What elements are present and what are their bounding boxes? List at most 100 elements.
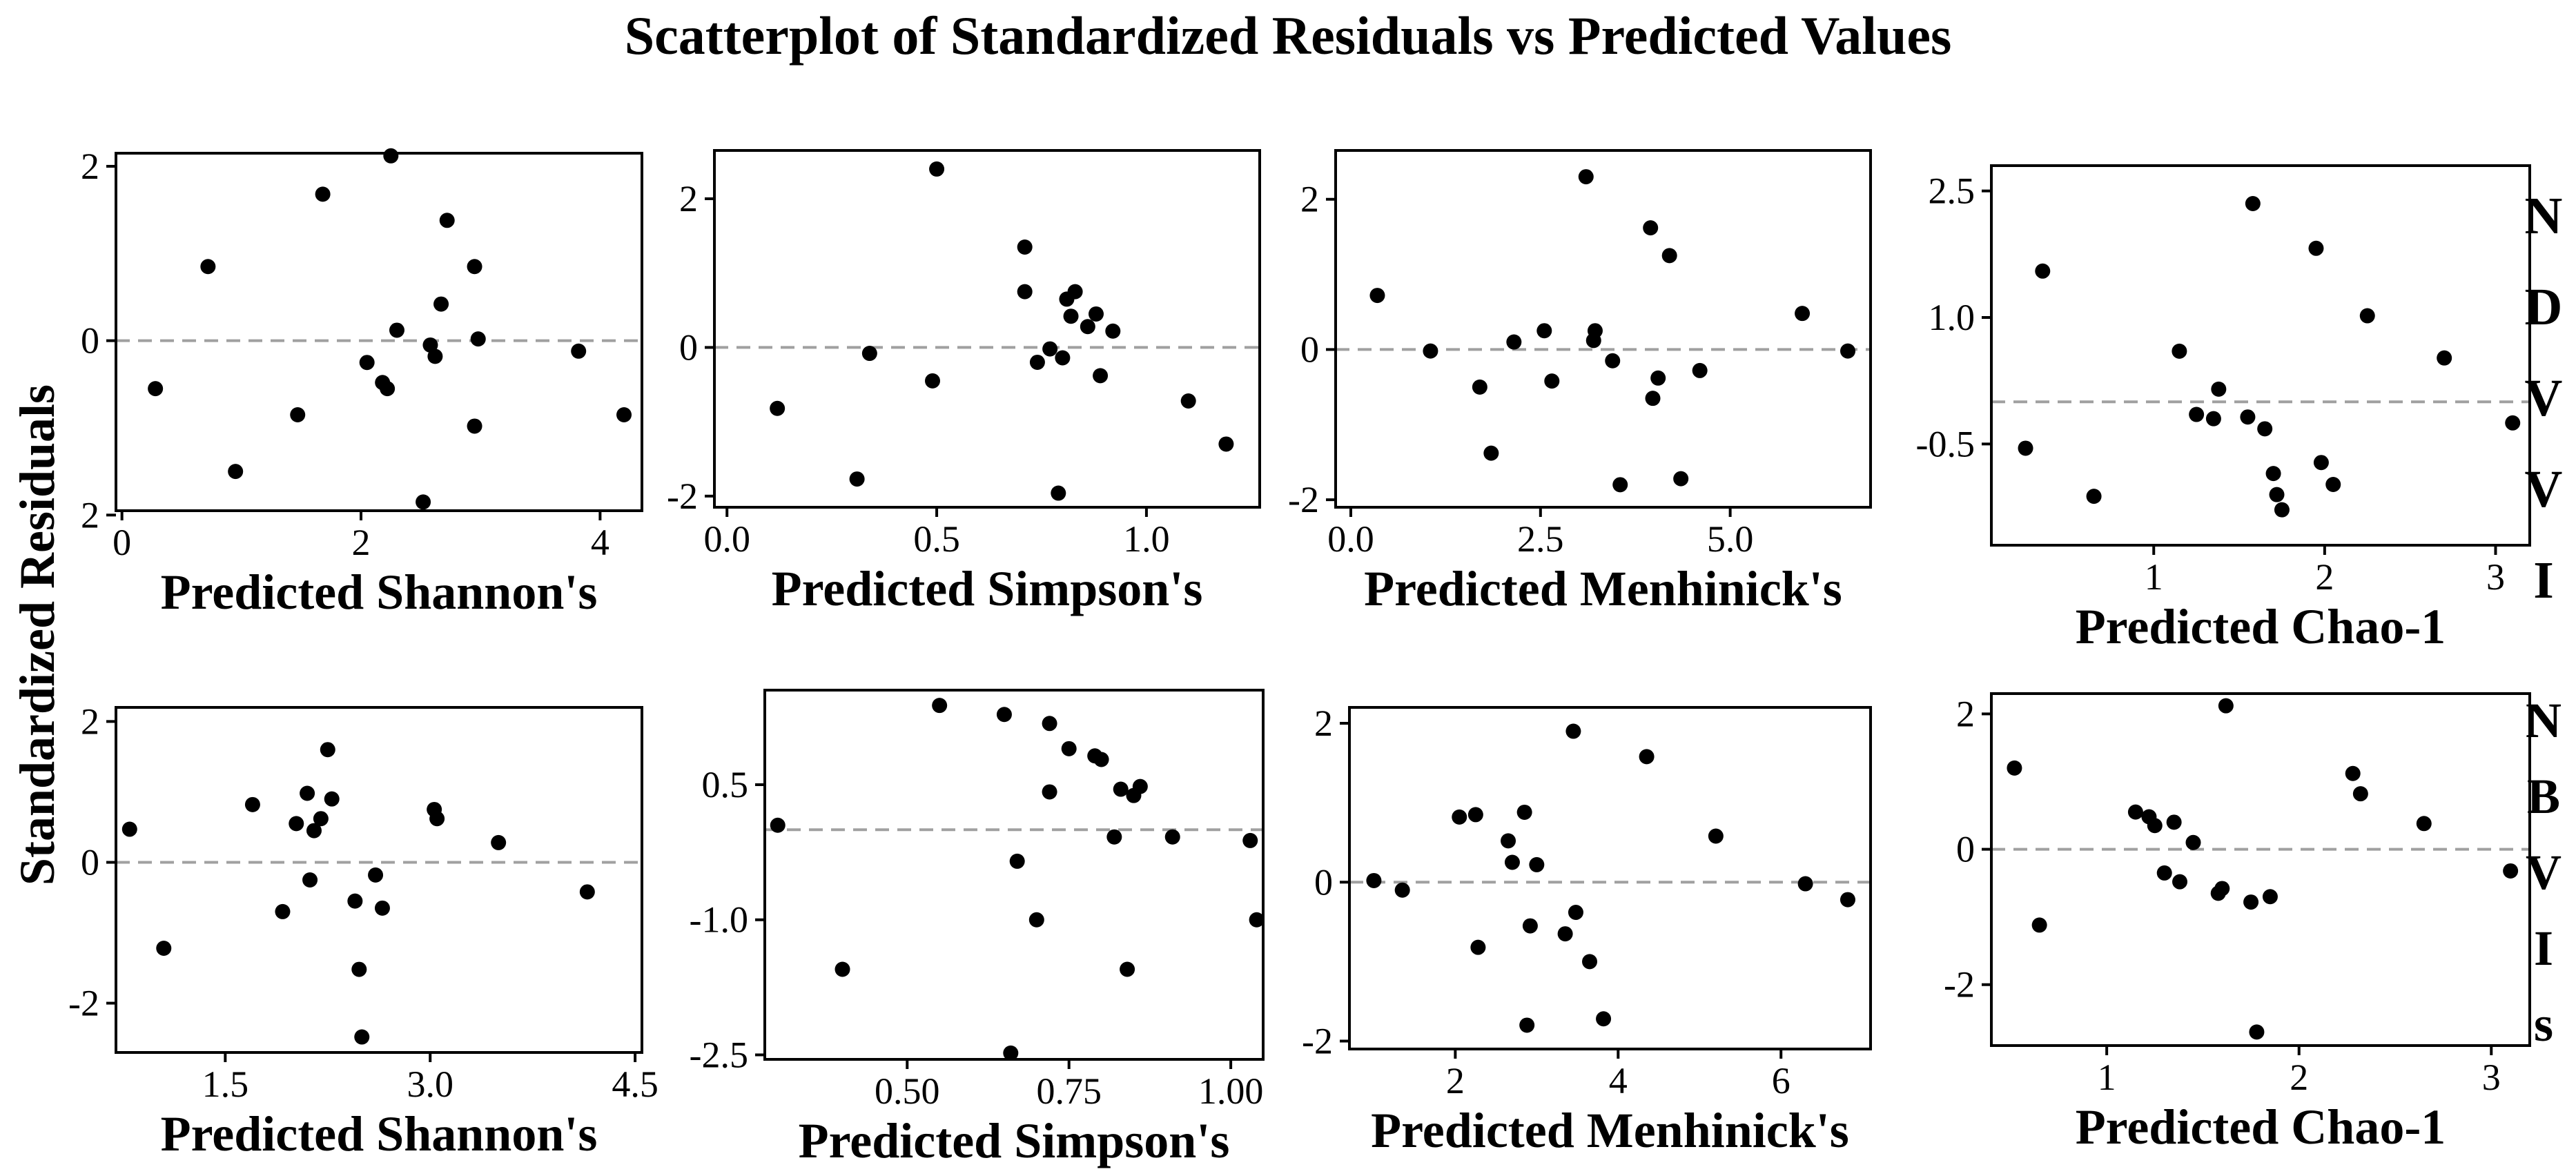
data-point bbox=[1120, 961, 1135, 977]
panel-frame bbox=[115, 706, 643, 1054]
x-tick-label: 1 bbox=[2145, 556, 2163, 598]
data-point bbox=[1612, 477, 1628, 493]
data-point bbox=[1093, 368, 1109, 384]
data-point bbox=[1093, 752, 1109, 767]
data-point bbox=[2262, 889, 2278, 905]
data-point bbox=[1840, 892, 1855, 908]
data-point bbox=[1089, 306, 1104, 322]
data-point bbox=[148, 381, 164, 397]
data-point bbox=[200, 259, 216, 275]
data-point bbox=[290, 407, 306, 423]
data-point bbox=[996, 707, 1012, 723]
data-point bbox=[1596, 1011, 1612, 1027]
data-point bbox=[1218, 436, 1234, 452]
y-tick-label: 2 bbox=[81, 146, 99, 187]
y-tick-label: -1.0 bbox=[690, 899, 748, 941]
y-tick-label: -2 bbox=[68, 983, 99, 1024]
y-tick-label: 0.5 bbox=[702, 764, 749, 805]
data-point bbox=[1645, 391, 1661, 406]
x-tick-label: 3.0 bbox=[407, 1064, 453, 1105]
x-axis-label: Predicted Shannon's bbox=[161, 1106, 598, 1162]
data-point bbox=[2503, 863, 2519, 879]
data-point bbox=[849, 471, 865, 487]
data-point bbox=[1017, 284, 1033, 300]
panel-frame bbox=[713, 149, 1261, 509]
data-point bbox=[2243, 894, 2259, 910]
x-tick-label: 2 bbox=[352, 522, 371, 563]
y-tick-label: 2 bbox=[1956, 693, 1975, 734]
data-point bbox=[861, 346, 877, 362]
data-point bbox=[2245, 196, 2261, 211]
y-tick-label: 2 bbox=[81, 700, 99, 742]
x-tick-label: 0.0 bbox=[703, 518, 750, 560]
x-tick-label: 4 bbox=[591, 522, 609, 563]
data-point bbox=[2249, 1024, 2265, 1040]
data-point bbox=[467, 418, 482, 434]
data-point bbox=[770, 400, 786, 416]
data-point bbox=[383, 148, 399, 164]
x-axis-label: Predicted Chao-1 bbox=[2076, 599, 2446, 654]
data-point bbox=[491, 834, 507, 850]
row-label-letter: s bbox=[2534, 997, 2553, 1052]
data-point bbox=[1673, 471, 1689, 487]
data-point bbox=[1394, 882, 1410, 898]
y-tick-label: 0 bbox=[1956, 829, 1975, 870]
data-point bbox=[1795, 306, 1811, 322]
row-label-letter: I bbox=[2533, 551, 2554, 609]
data-point bbox=[2416, 816, 2432, 832]
y-tick-label: 2 bbox=[679, 178, 698, 219]
data-point bbox=[289, 816, 304, 832]
data-point bbox=[932, 698, 948, 714]
x-tick-label: 1.5 bbox=[202, 1064, 249, 1105]
row-label-letter: N bbox=[2526, 693, 2562, 748]
data-point bbox=[306, 823, 322, 839]
data-point bbox=[1106, 829, 1122, 845]
row-label-letter: V bbox=[2526, 845, 2562, 900]
shared-y-axis-label: Standardized Residuals bbox=[10, 384, 65, 885]
data-point bbox=[2265, 466, 2281, 482]
data-point bbox=[368, 867, 384, 883]
data-point bbox=[1042, 716, 1057, 732]
x-axis-label: Predicted Menhinick's bbox=[1371, 1103, 1849, 1158]
panel-frame bbox=[1348, 706, 1872, 1050]
data-point bbox=[2185, 834, 2201, 850]
data-point bbox=[1028, 912, 1044, 928]
data-point bbox=[2127, 804, 2143, 820]
data-point bbox=[1470, 939, 1486, 955]
data-point bbox=[571, 343, 587, 359]
x-tick-label: 4.5 bbox=[612, 1064, 658, 1105]
row-label-letter: I bbox=[2534, 921, 2553, 976]
data-point bbox=[1063, 308, 1079, 324]
row-label-letter: B bbox=[2527, 769, 2560, 824]
data-point bbox=[2359, 308, 2375, 324]
y-tick-label: 2 bbox=[1300, 179, 1319, 220]
y-tick-label: -2 bbox=[1302, 1020, 1333, 1061]
data-point bbox=[121, 821, 137, 837]
data-point bbox=[1544, 373, 1560, 389]
data-point bbox=[1501, 833, 1516, 849]
data-point bbox=[1506, 334, 1522, 350]
data-point bbox=[770, 817, 786, 833]
data-point bbox=[389, 322, 404, 338]
panel-frame bbox=[1334, 149, 1872, 509]
data-point bbox=[1504, 854, 1520, 870]
data-point bbox=[1042, 341, 1058, 357]
data-point bbox=[835, 961, 850, 977]
x-axis-label: Predicted Chao-1 bbox=[2076, 1099, 2446, 1155]
data-point bbox=[302, 872, 318, 888]
data-point bbox=[156, 940, 172, 956]
x-tick-label: 3 bbox=[2482, 1057, 2501, 1098]
data-point bbox=[1536, 323, 1552, 339]
data-point bbox=[2352, 786, 2368, 802]
data-point bbox=[1061, 741, 1077, 756]
x-tick-label: 2 bbox=[2315, 556, 2334, 598]
data-point bbox=[1587, 323, 1603, 339]
y-tick-label: 0 bbox=[1300, 329, 1319, 370]
data-point bbox=[1423, 343, 1438, 359]
panel-frame bbox=[763, 689, 1265, 1061]
data-point bbox=[1643, 220, 1659, 236]
data-point bbox=[2214, 881, 2230, 896]
